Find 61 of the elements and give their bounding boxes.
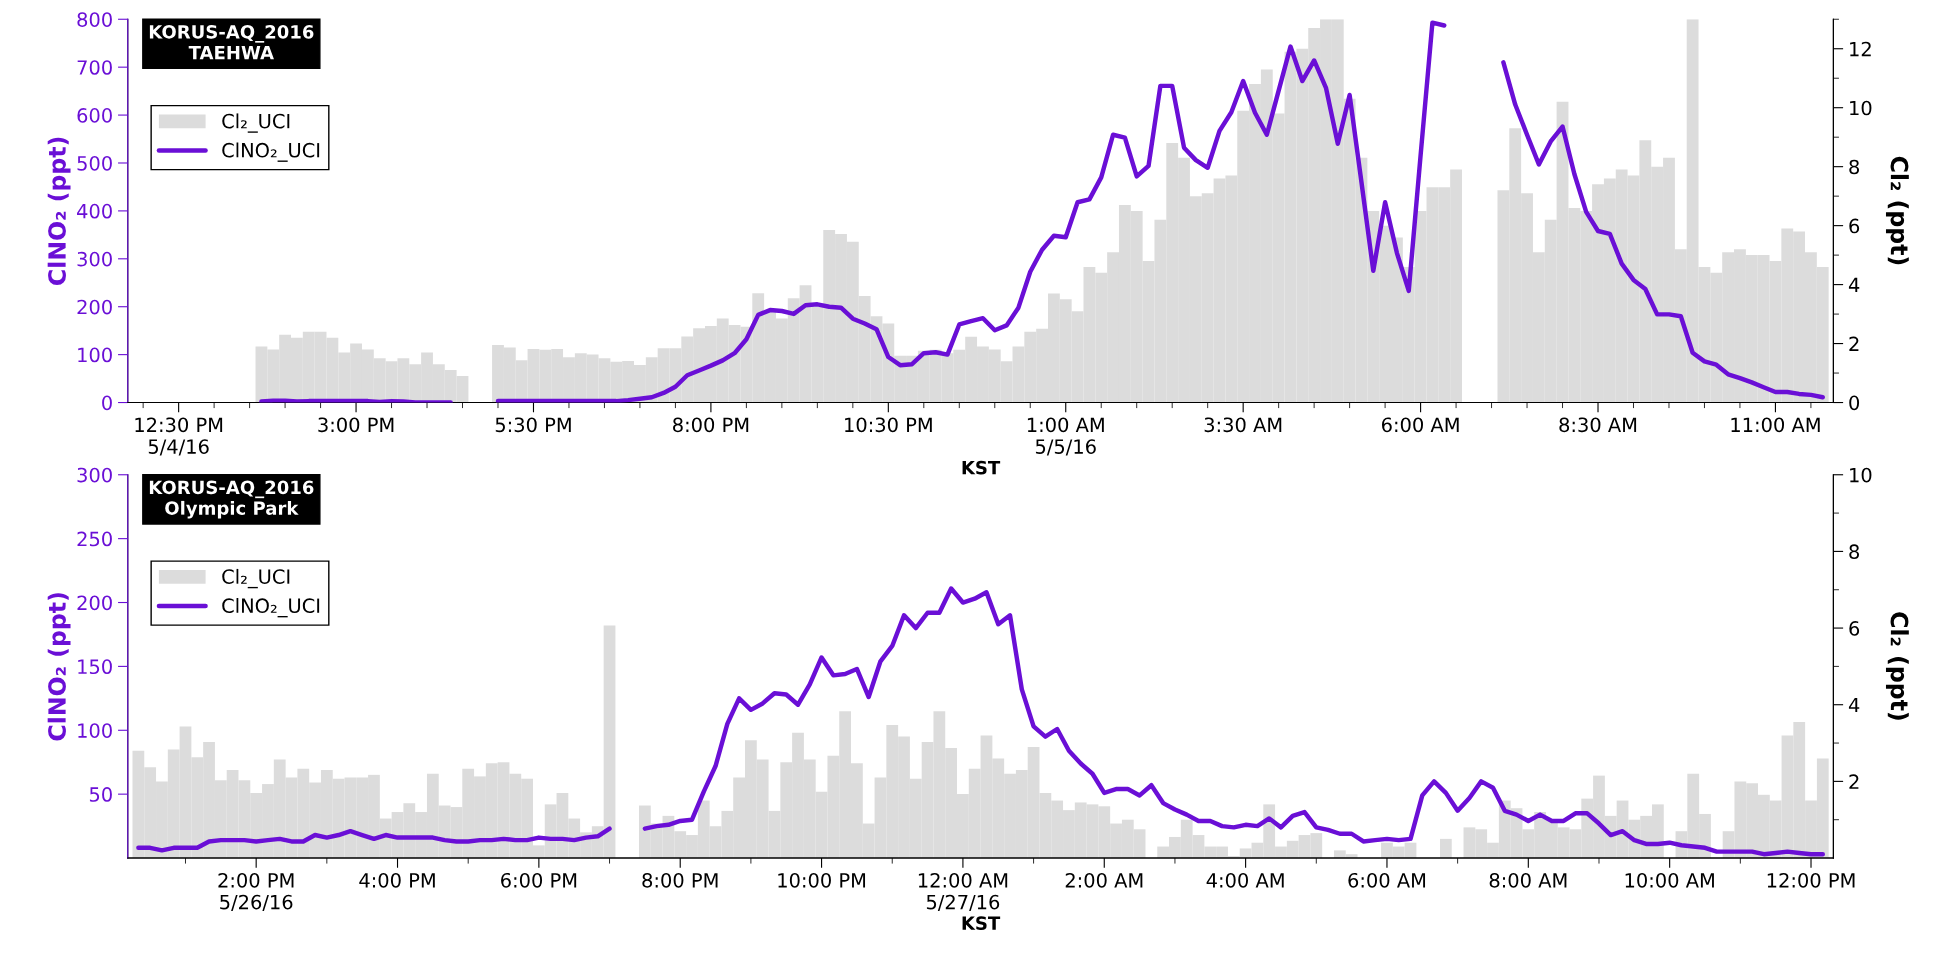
y2-axis-title: Cl₂ (ppt) xyxy=(1885,156,1909,265)
x-tick-label: 6:00 PM xyxy=(501,872,577,888)
y-tick-label: 100 xyxy=(78,347,112,363)
x-axis-title: KST xyxy=(962,916,1001,930)
x-tick-label: 10:30 PM xyxy=(845,417,932,433)
y-axis-title: ClNO₂ (ppt) xyxy=(47,137,71,285)
x-tick-label: 5:30 PM xyxy=(495,417,571,433)
x-tick-label: 8:00 PM xyxy=(673,417,749,433)
y-tick-label: 600 xyxy=(77,108,112,123)
x-tick-label: 6:00 AM xyxy=(1381,417,1459,433)
y-tick-label: 150 xyxy=(78,659,112,675)
y-tick-label: 300 xyxy=(77,467,112,483)
x-tick-label: 1:00 AM 5/5/16 xyxy=(1027,417,1104,456)
x-tick-label: 11:00 AM xyxy=(1731,417,1820,433)
x-tick-label: 10:00 AM xyxy=(1625,872,1714,888)
text: KORUS-AQ_2016 Olympic Park xyxy=(149,480,314,519)
y-tick-label: 100 xyxy=(78,723,112,738)
x-axis-title: KST xyxy=(962,460,1001,475)
x-tick-label: 8:00 PM xyxy=(642,872,718,888)
x-tick-label: 12:00 PM xyxy=(1767,872,1855,888)
y2-tick-label: 6 xyxy=(1849,218,1860,234)
y2-tick-label: 8 xyxy=(1849,159,1860,175)
y2-tick-label: 12 xyxy=(1850,41,1871,57)
y2-tick-label: 8 xyxy=(1849,544,1860,560)
x-tick-label: 3:30 AM xyxy=(1204,417,1282,433)
x-tick-label: 4:00 PM xyxy=(359,872,435,888)
x-tick-label: 3:00 PM xyxy=(318,417,394,433)
x-tick-label: 8:00 AM xyxy=(1489,872,1567,888)
y-axis-title: ClNO₂ (ppt) xyxy=(47,593,71,741)
x-tick-label: 2:00 PM 5/26/16 xyxy=(218,872,294,911)
y-tick-label: 200 xyxy=(77,595,112,611)
y-tick-label: 700 xyxy=(77,60,112,75)
y-tick-label: 50 xyxy=(89,787,112,802)
x-tick-label: 12:00 AM 5/27/16 xyxy=(918,872,1008,911)
y2-tick-label: 2 xyxy=(1849,336,1859,351)
legend-label: Cl₂_UCI xyxy=(222,113,290,133)
x-tick-label: 6:00 AM xyxy=(1348,872,1426,888)
y-tick-label: 250 xyxy=(77,531,112,547)
legend-label: Cl₂_UCI xyxy=(222,568,290,589)
x-tick-label: 12:30 PM 5/4/16 xyxy=(135,417,223,456)
y2-tick-label: 10 xyxy=(1850,467,1872,483)
y-tick-label: 800 xyxy=(77,12,112,27)
y-tick-label: 500 xyxy=(77,155,112,171)
x-tick-label: 8:30 AM xyxy=(1559,417,1637,433)
y2-axis-title: Cl₂ (ppt) xyxy=(1885,612,1909,720)
x-tick-label: 2:00 AM xyxy=(1065,872,1143,888)
y2-tick-label: 6 xyxy=(1849,621,1860,636)
y2-tick-label: 4 xyxy=(1848,697,1860,713)
legend-label: ClNO₂_UCI xyxy=(222,142,320,162)
y-tick-label: 400 xyxy=(77,203,112,219)
text: KORUS-AQ_2016 TAEHWA xyxy=(149,25,314,60)
y2-tick-label: 0 xyxy=(1849,395,1860,411)
x-tick-label: 10:00 PM xyxy=(778,872,866,888)
y-tick-label: 300 xyxy=(77,251,112,267)
y2-tick-label: 4 xyxy=(1848,277,1860,292)
y-tick-label: 200 xyxy=(77,299,112,315)
y2-tick-label: 10 xyxy=(1850,100,1872,116)
legend-label: ClNO₂_UCI xyxy=(222,598,320,618)
y2-tick-label: 2 xyxy=(1849,774,1859,789)
y-tick-label: 0 xyxy=(102,395,112,411)
x-tick-label: 4:00 AM xyxy=(1206,872,1284,888)
